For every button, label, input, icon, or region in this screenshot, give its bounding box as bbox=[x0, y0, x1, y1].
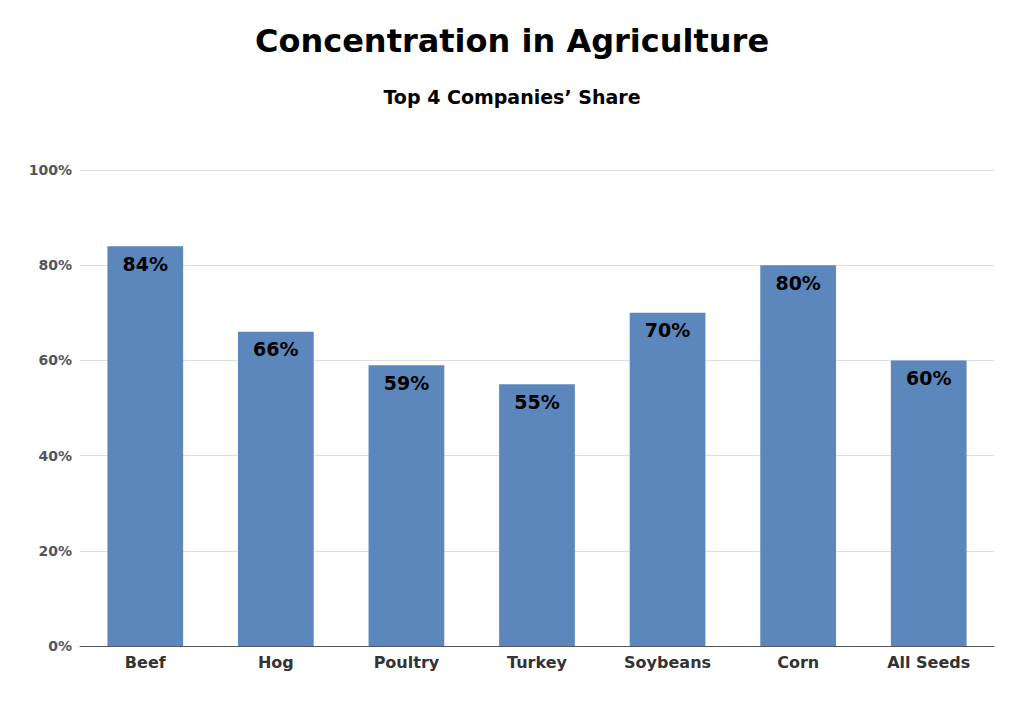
svg-text:66%: 66% bbox=[253, 338, 298, 360]
svg-text:Hog: Hog bbox=[258, 653, 294, 672]
svg-text:100%: 100% bbox=[29, 162, 72, 178]
svg-text:70%: 70% bbox=[645, 319, 690, 341]
svg-text:Beef: Beef bbox=[125, 653, 167, 672]
svg-text:20%: 20% bbox=[38, 543, 72, 559]
svg-text:80%: 80% bbox=[775, 272, 820, 294]
svg-text:Concentration in Agriculture: Concentration in Agriculture bbox=[255, 22, 769, 60]
svg-text:0%: 0% bbox=[48, 638, 72, 654]
svg-text:Top 4 Companies’ Share: Top 4 Companies’ Share bbox=[383, 86, 640, 108]
svg-text:84%: 84% bbox=[123, 253, 168, 275]
svg-text:80%: 80% bbox=[38, 257, 72, 273]
svg-text:55%: 55% bbox=[514, 391, 559, 413]
svg-text:Turkey: Turkey bbox=[507, 653, 568, 672]
svg-text:40%: 40% bbox=[38, 448, 72, 464]
svg-text:60%: 60% bbox=[906, 367, 951, 389]
svg-text:All Seeds: All Seeds bbox=[887, 653, 970, 672]
svg-text:60%: 60% bbox=[38, 352, 72, 368]
svg-text:Soybeans: Soybeans bbox=[624, 653, 711, 672]
svg-text:Poultry: Poultry bbox=[374, 653, 440, 672]
svg-text:59%: 59% bbox=[384, 372, 429, 394]
svg-text:Corn: Corn bbox=[777, 653, 819, 672]
